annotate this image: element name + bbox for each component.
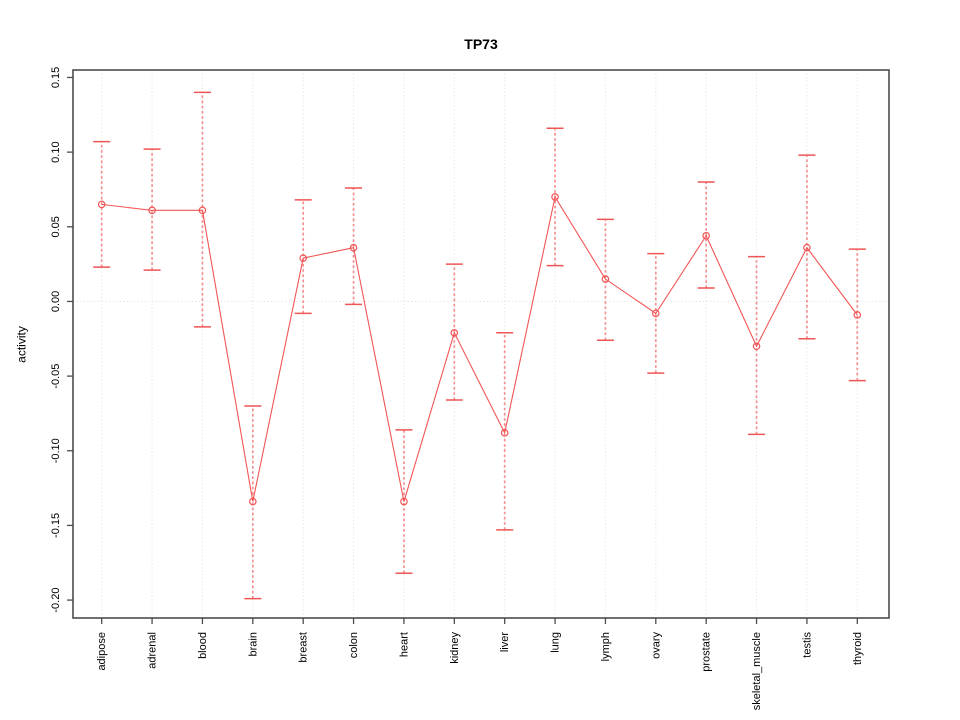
data-point-marker — [702, 231, 710, 240]
data-point-marker — [249, 497, 257, 506]
x-tick-label: skeletal_muscle — [751, 632, 763, 710]
x-tick-label: adrenal — [147, 632, 159, 669]
y-tick-label: -0.10 — [50, 438, 62, 463]
chart-title: TP73 — [464, 36, 498, 52]
data-point-marker — [97, 200, 106, 209]
x-tick-label: thyroid — [852, 632, 864, 665]
data-point-marker — [450, 329, 459, 337]
data-point-marker — [652, 309, 660, 318]
data-point-marker — [198, 206, 207, 215]
x-tick-label: colon — [348, 632, 360, 658]
x-tick-label: brain — [247, 632, 259, 656]
plot-border — [72, 69, 890, 619]
x-tick-label: ovary — [650, 632, 662, 659]
x-tick-label: breast — [298, 632, 310, 663]
data-point-marker — [803, 243, 811, 252]
y-tick-label: 0.05 — [50, 216, 62, 237]
y-tick-label: 0.15 — [50, 67, 62, 88]
x-tick-label: lymph — [600, 632, 612, 661]
x-tick-label: prostate — [701, 632, 713, 672]
data-point-marker — [500, 429, 509, 437]
y-tick-label: 0.00 — [50, 291, 62, 312]
data-point-marker — [551, 193, 559, 201]
y-tick-label: -0.15 — [50, 513, 62, 538]
data-point-marker — [400, 497, 408, 506]
x-tick-label: blood — [197, 632, 209, 659]
y-tick-label: 0.10 — [50, 141, 62, 162]
x-tick-label: heart — [398, 632, 410, 657]
x-tick-label: liver — [499, 632, 511, 653]
x-tick-label: testis — [801, 632, 813, 658]
data-point-marker — [299, 254, 307, 262]
y-tick-label: -0.05 — [50, 364, 62, 389]
data-point-marker — [601, 275, 610, 283]
x-tick-label: lung — [550, 632, 562, 653]
x-tick-label: adipose — [96, 632, 108, 671]
data-point-marker — [752, 342, 761, 351]
data-point-marker — [349, 243, 358, 252]
y-tick-label: -0.20 — [50, 588, 62, 613]
data-point-marker — [148, 206, 156, 215]
data-point-marker — [853, 311, 862, 319]
x-tick-label: kidney — [449, 632, 461, 664]
series-line — [101, 195, 858, 502]
